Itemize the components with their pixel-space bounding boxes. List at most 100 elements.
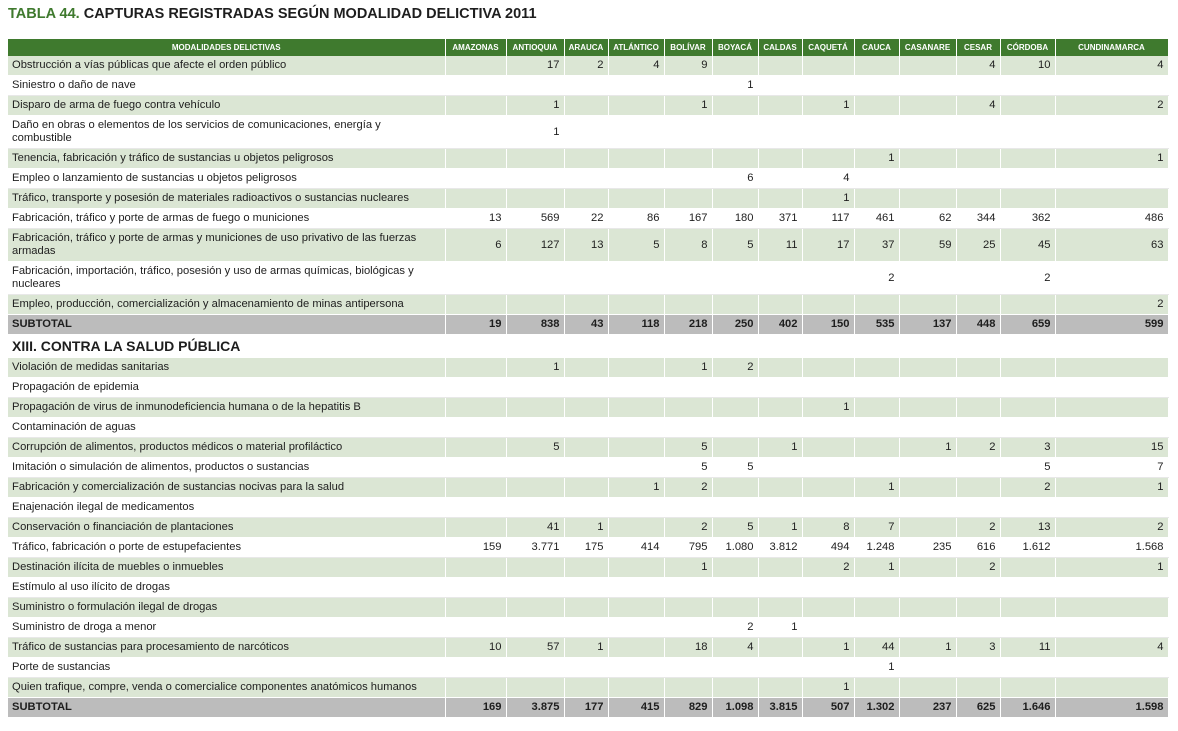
table-cell [802,294,855,315]
table-cell: 616 [956,537,1001,558]
column-header: AMAZONAS [445,39,507,56]
row-label: Tráfico de sustancias para procesamiento… [8,637,446,658]
table-cell: 17 [506,56,565,76]
table-cell [899,677,957,698]
table-cell [899,148,957,169]
table-cell [664,597,713,618]
table-cell: 22 [564,208,609,229]
table-cell [506,168,565,189]
table-cell: 2 [1055,95,1169,116]
column-header: CÓRDOBA [1000,39,1056,56]
table-cell: 2 [712,357,759,378]
table-cell [445,497,507,518]
row-label: Suministro o formulación ilegal de droga… [8,597,446,618]
table-cell: 362 [1000,208,1056,229]
table-cell [564,597,609,618]
table-cell: 448 [956,314,1001,335]
table-cell [608,577,665,598]
table-cell [445,75,507,96]
table-cell [564,168,609,189]
table-cell [1055,168,1169,189]
table-cell [712,417,759,438]
table-cell [445,517,507,538]
table-cell: 18 [664,637,713,658]
row-label: Disparo de arma de fuego contra vehículo [8,95,446,116]
table-row: Siniestro o daño de nave 1 [8,75,1169,96]
table-cell [899,294,957,315]
table-cell [712,261,759,295]
table-row: Conservación o financiación de plantacio… [8,517,1169,538]
table-cell [712,497,759,518]
table-cell [506,377,565,398]
row-label: Destinación ilícita de muebles o inmuebl… [8,557,446,578]
table-row: Disparo de arma de fuego contra vehículo… [8,95,1169,116]
table-cell [664,397,713,418]
table-cell [664,148,713,169]
table-cell [608,597,665,618]
table-cell [608,417,665,438]
table-cell: 1 [802,95,855,116]
table-cell [899,168,957,189]
row-label: Fabricación y comercialización de sustan… [8,477,446,498]
table-cell [506,188,565,209]
table-cell [802,75,855,96]
table-cell [802,417,855,438]
table-cell [758,188,803,209]
table-title-text: CAPTURAS REGISTRADAS SEGÚN MODALIDAD DEL… [83,6,537,22]
table-cell [445,657,507,678]
table-cell [1055,617,1169,638]
table-cell: 2 [1055,294,1169,315]
table-cell: 1.080 [712,537,759,558]
table-cell: 3.815 [758,697,803,718]
table-cell [608,357,665,378]
table-cell [802,261,855,295]
table-cell [899,357,957,378]
table-cell [956,497,1001,518]
table-cell [712,95,759,116]
table-cell [445,148,507,169]
table-cell [802,437,855,458]
table-cell: 4 [802,168,855,189]
table-cell: 5 [712,457,759,478]
table-cell [608,115,665,149]
table-cell: 1 [854,557,900,578]
row-label: Fabricación, tráfico y porte de armas y … [8,228,446,262]
table-cell [564,377,609,398]
table-cell [899,115,957,149]
table-cell: 19 [445,314,507,335]
table-row: Destinación ilícita de muebles o inmuebl… [8,557,1169,578]
column-header-modalidades: MODALIDADES DELICTIVAS [8,39,446,56]
subtotal-label: SUBTOTAL [8,697,446,718]
table-cell [712,437,759,458]
table-cell [1000,115,1056,149]
row-label: Propagación de virus de inmunodeficienci… [8,397,446,418]
table-cell: 117 [802,208,855,229]
table-cell: 838 [506,314,565,335]
table-cell [1055,577,1169,598]
table-cell [1055,497,1169,518]
table-cell [899,397,957,418]
table-cell [712,657,759,678]
table-row: Corrupción de alimentos, productos médic… [8,437,1169,458]
table-cell [506,497,565,518]
table-cell: 1.598 [1055,697,1169,718]
table-cell: 1 [564,637,609,658]
table-cell [506,597,565,618]
column-header: ANTIOQUIA [506,39,565,56]
table-cell: 4 [1055,637,1169,658]
table-cell: 25 [956,228,1001,262]
table-cell [802,617,855,638]
table-row: Fabricación, importación, tráfico, poses… [8,261,1169,295]
table-cell [608,677,665,698]
table-cell: 2 [564,56,609,76]
table-cell [664,617,713,638]
table-cell: 1 [758,617,803,638]
table-cell [445,168,507,189]
table-cell [802,597,855,618]
table-cell [712,597,759,618]
table-cell [712,148,759,169]
table-cell [758,497,803,518]
table-cell [1055,677,1169,698]
table-cell [854,617,900,638]
table-cell [899,377,957,398]
